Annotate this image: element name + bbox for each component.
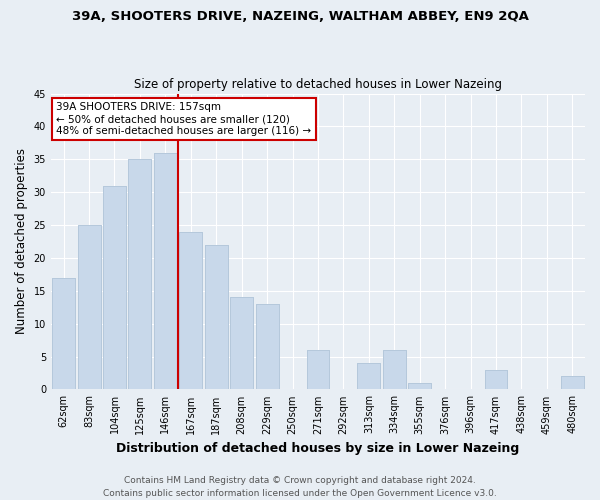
Bar	[383, 350, 406, 390]
Bar	[485, 370, 508, 390]
Bar	[154, 152, 177, 390]
Bar	[77, 225, 101, 390]
Bar	[408, 383, 431, 390]
Bar	[307, 350, 329, 390]
Text: 39A SHOOTERS DRIVE: 157sqm
← 50% of detached houses are smaller (120)
48% of sem: 39A SHOOTERS DRIVE: 157sqm ← 50% of deta…	[56, 102, 311, 136]
Bar	[52, 278, 75, 390]
Bar	[154, 152, 177, 390]
Bar	[128, 160, 151, 390]
Bar	[358, 363, 380, 390]
Bar	[205, 245, 227, 390]
Bar	[358, 363, 380, 390]
Bar	[561, 376, 584, 390]
Bar	[179, 232, 202, 390]
Text: 39A, SHOOTERS DRIVE, NAZEING, WALTHAM ABBEY, EN9 2QA: 39A, SHOOTERS DRIVE, NAZEING, WALTHAM AB…	[71, 10, 529, 23]
Bar	[383, 350, 406, 390]
Bar	[485, 370, 508, 390]
Bar	[103, 186, 126, 390]
Bar	[52, 278, 75, 390]
Bar	[307, 350, 329, 390]
Bar	[103, 186, 126, 390]
Bar	[77, 225, 101, 390]
Text: Contains HM Land Registry data © Crown copyright and database right 2024.
Contai: Contains HM Land Registry data © Crown c…	[103, 476, 497, 498]
Bar	[205, 245, 227, 390]
Bar	[179, 232, 202, 390]
Bar	[256, 304, 278, 390]
Bar	[230, 298, 253, 390]
Title: Size of property relative to detached houses in Lower Nazeing: Size of property relative to detached ho…	[134, 78, 502, 91]
Bar	[256, 304, 278, 390]
Bar	[230, 298, 253, 390]
Bar	[561, 376, 584, 390]
Bar	[128, 160, 151, 390]
Y-axis label: Number of detached properties: Number of detached properties	[15, 148, 28, 334]
Bar	[408, 383, 431, 390]
X-axis label: Distribution of detached houses by size in Lower Nazeing: Distribution of detached houses by size …	[116, 442, 520, 455]
